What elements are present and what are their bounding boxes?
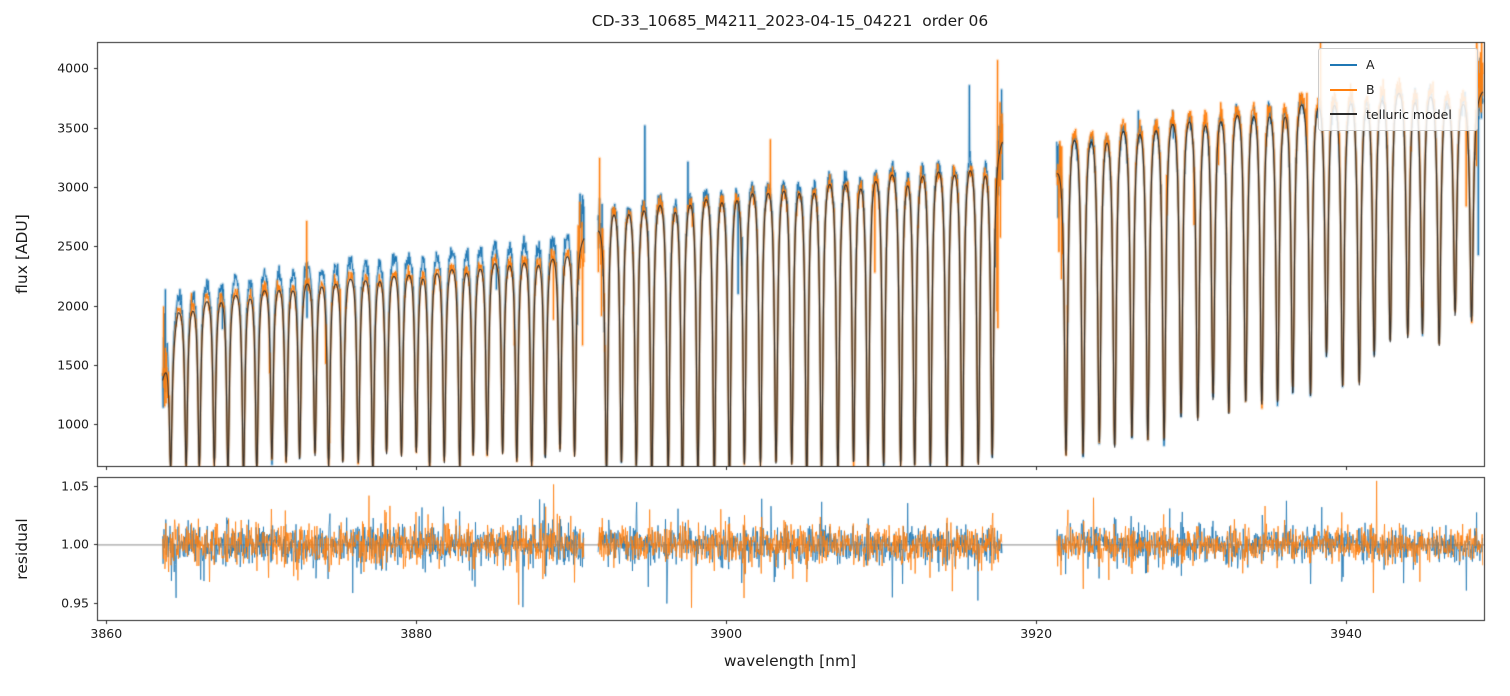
- legend-entry-a: A: [1330, 58, 1466, 72]
- x-axis-label: wavelength [nm]: [723, 652, 857, 670]
- legend-entry-b: B: [1330, 81, 1466, 97]
- x-tick-label: 3920: [1020, 626, 1053, 641]
- x-tick-label: 3900: [710, 626, 743, 641]
- x-tick-label: 3880: [400, 626, 433, 641]
- legend: A B telluric model: [1318, 48, 1478, 132]
- legend-label-telluric-model: telluric model: [1366, 106, 1452, 122]
- legend-line-telluric-model: [1330, 113, 1357, 116]
- legend-line-b: [1330, 88, 1357, 91]
- flux-tick-label: 4000: [57, 60, 89, 76]
- x-tick-label: 3940: [1330, 626, 1362, 641]
- flux-tick-label: 2000: [57, 298, 89, 314]
- residual-tick-label: 1.05: [61, 478, 89, 494]
- legend-label-b: B: [1366, 81, 1375, 97]
- chart-title: CD-33_10685_M4211_2023-04-15_04221 order…: [591, 12, 989, 30]
- flux-tick-label: 3500: [57, 120, 89, 135]
- legend-entry-telluric-model: telluric model: [1330, 106, 1466, 122]
- residual-tick-label: 1.00: [61, 536, 89, 552]
- residual-tick-label: 0.95: [61, 595, 89, 611]
- legend-line-a: [1330, 63, 1357, 66]
- flux-tick-label: 3000: [57, 179, 89, 195]
- flux-tick-label: 1000: [57, 416, 89, 432]
- y-axis-label-residual: residual: [13, 518, 31, 580]
- x-tick-label: 3860: [90, 626, 123, 641]
- y-axis-label-flux: flux [ADU]: [13, 214, 31, 294]
- flux-tick-label: 1500: [57, 357, 89, 373]
- legend-label-a: A: [1366, 57, 1375, 72]
- flux-tick-label: 2500: [57, 238, 89, 254]
